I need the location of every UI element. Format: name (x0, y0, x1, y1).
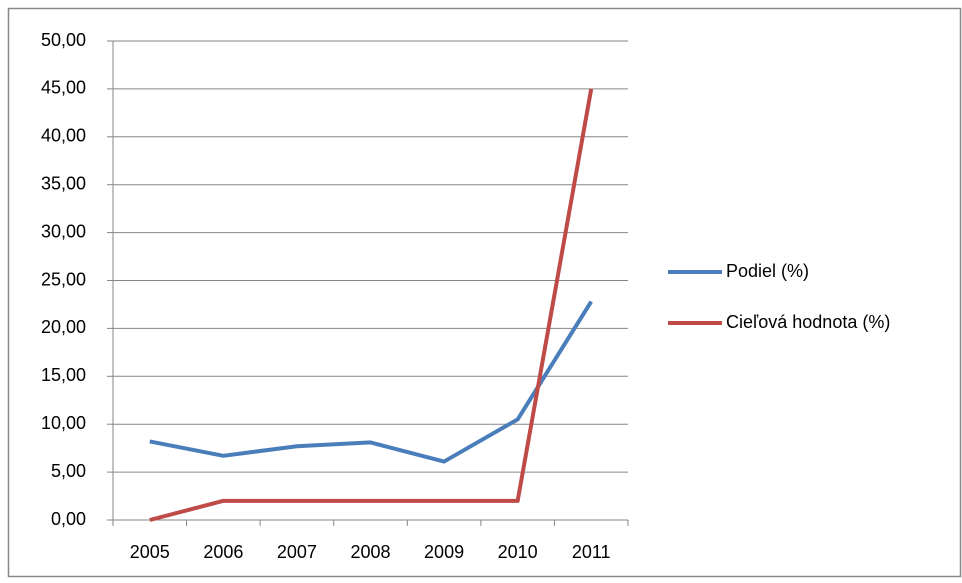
x-tick-label: 2008 (350, 542, 390, 562)
x-tick-label: 2010 (498, 542, 538, 562)
x-tick-label: 2011 (572, 542, 611, 562)
series-line (149, 88, 594, 522)
series-line (149, 300, 593, 464)
y-tick-label: 25,00 (41, 269, 86, 289)
y-tick-label: 35,00 (41, 173, 86, 193)
y-tick-label: 30,00 (41, 221, 86, 241)
legend-label: Cieľová hodnota (%) (726, 312, 890, 332)
y-tick-label: 50,00 (41, 30, 86, 50)
x-tick-label: 2009 (424, 542, 464, 562)
y-tick-label: 5,00 (51, 461, 86, 481)
y-tick-label: 10,00 (41, 413, 86, 433)
legend-label: Podiel (%) (726, 261, 809, 281)
chart-frame (7, 7, 962, 578)
y-tick-label: 15,00 (41, 365, 86, 385)
y-tick-label: 20,00 (41, 317, 86, 337)
y-tick-label: 40,00 (41, 126, 86, 146)
x-tick-label: 2007 (277, 542, 317, 562)
y-tick-label: 45,00 (41, 78, 86, 98)
x-tick-label: 2006 (203, 542, 243, 562)
y-tick-label: 0,00 (51, 509, 86, 529)
x-tick-label: 2005 (130, 542, 170, 562)
